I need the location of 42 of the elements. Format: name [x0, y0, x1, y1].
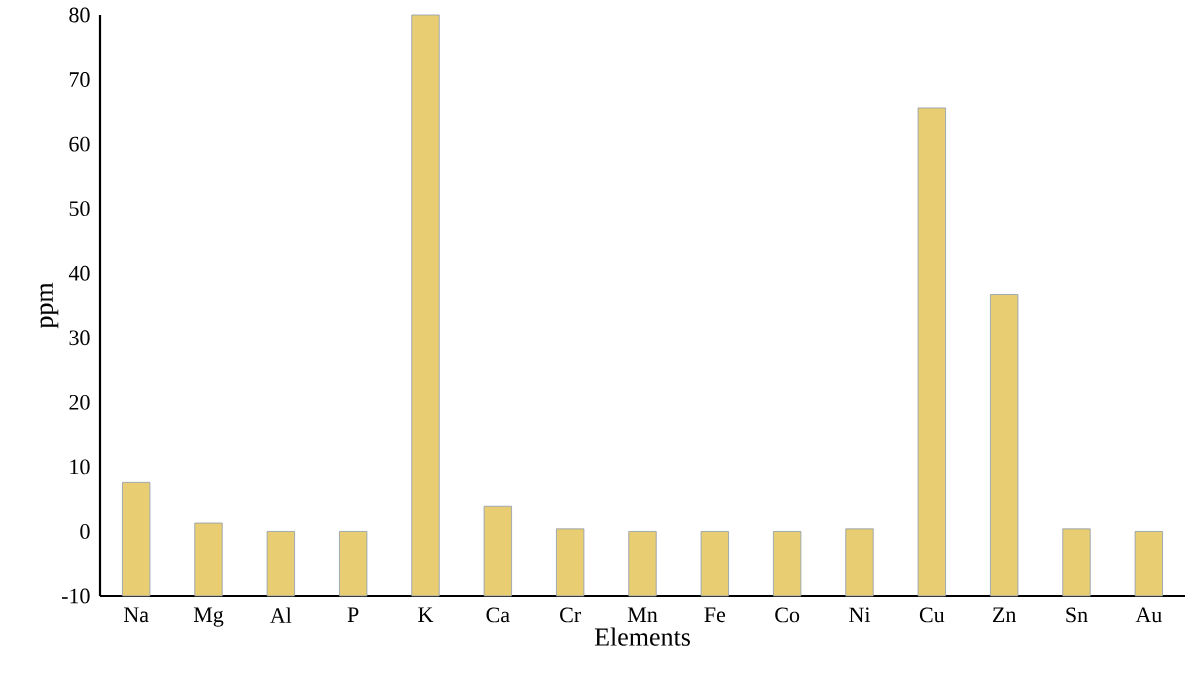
x-tick-label: Al: [270, 607, 292, 623]
x-tick-label: Cu: [919, 607, 945, 623]
x-tick-label: Mg: [193, 607, 224, 627]
bar: [773, 531, 802, 597]
y-tick-label: 70: [69, 72, 90, 87]
bar: [122, 481, 151, 597]
x-tick-label: Zn: [992, 607, 1017, 622]
y-tick-label: 80: [69, 7, 90, 23]
bar: [483, 505, 512, 597]
y-tick-label: 40: [68, 265, 90, 281]
x-tick-label: Sn: [1066, 607, 1088, 623]
bar: [556, 528, 585, 597]
bar: [628, 531, 657, 597]
x-tick-label: K: [418, 607, 434, 622]
x-tick-label: Na: [123, 607, 149, 623]
y-tick-label: 20: [69, 394, 90, 410]
x-tick-label: P: [347, 607, 359, 622]
y-tick-label: 0: [80, 524, 90, 539]
x-tick-label: Ca: [486, 607, 510, 623]
bar: [339, 531, 368, 597]
x-tick-label: Fe: [704, 607, 726, 623]
x-tick-label: Co: [775, 607, 800, 623]
bar: [990, 294, 1019, 597]
bar: [1134, 531, 1163, 597]
x-tick-label: Cr: [560, 607, 581, 623]
y-tick-label: 10: [70, 459, 90, 475]
y-axis-title: ppm: [40, 282, 59, 329]
y-tick-label: 60: [69, 136, 90, 152]
bar: [194, 522, 223, 597]
bar: [411, 14, 440, 597]
bar: [917, 107, 946, 597]
x-tick-label: Mn: [627, 607, 658, 622]
y-tick-label: 50: [69, 201, 90, 217]
bar: [845, 528, 874, 597]
x-tick-label: Au: [1135, 607, 1162, 623]
x-tick-label: Ni: [849, 607, 871, 623]
x-axis-title: Elements: [594, 627, 690, 646]
y-tick-label: 30: [69, 330, 90, 346]
bar: [700, 531, 729, 597]
y-tick-label: -10: [61, 588, 90, 604]
bar: [1062, 528, 1091, 597]
bar: [266, 531, 295, 597]
